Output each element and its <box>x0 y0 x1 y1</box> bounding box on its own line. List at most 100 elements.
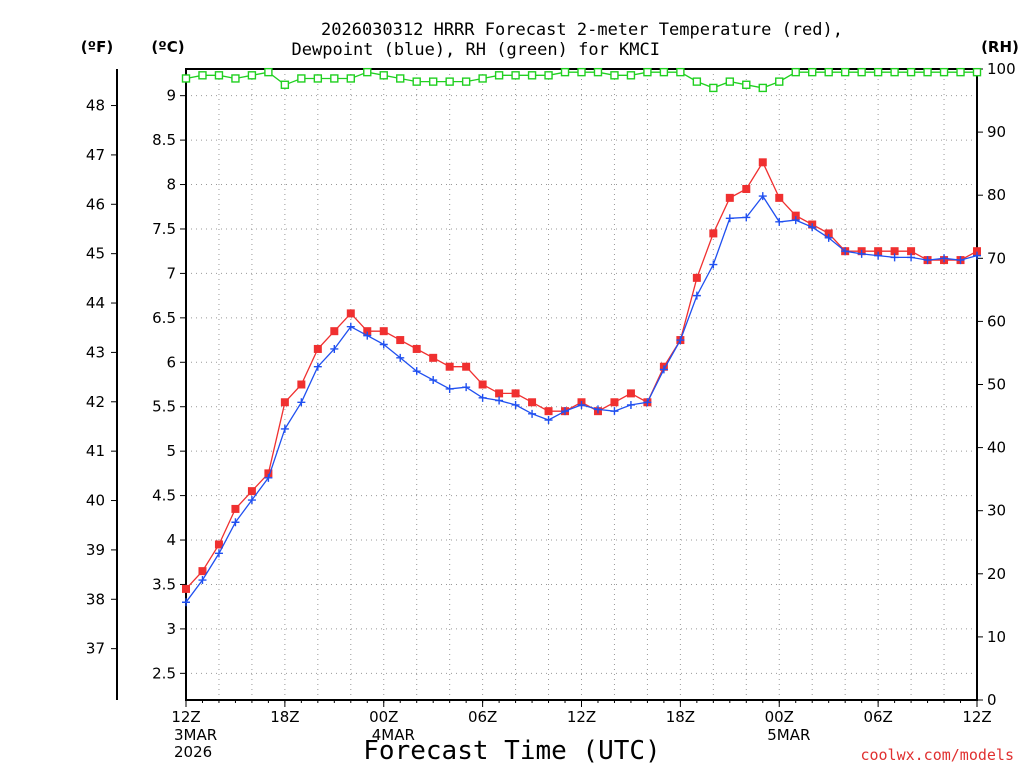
temperature-point <box>709 229 718 238</box>
temperature-point <box>429 353 438 362</box>
temperature-point <box>907 247 916 256</box>
rh-point <box>742 80 751 89</box>
temperature-point <box>874 247 883 256</box>
rh-point <box>313 74 323 83</box>
rh-point <box>214 71 224 80</box>
dewpoint-point <box>808 223 817 232</box>
rh-tick-label: 40 <box>987 439 1006 457</box>
temperature-point <box>445 362 454 371</box>
fahrenheit-axis-unit: (ºF) <box>81 38 113 56</box>
dewpoint-point <box>396 353 405 362</box>
temperature-point <box>264 469 273 478</box>
x-date-label: 5MAR <box>767 726 810 744</box>
temperature-point <box>182 584 190 593</box>
chart-title-line2: Dewpoint (blue), RH (green) for KMCI <box>292 40 660 60</box>
x-tick-label: 12Z <box>567 708 596 726</box>
temperature-point <box>973 247 981 256</box>
rh-tick-label: 70 <box>987 249 1006 267</box>
temperature-point <box>758 158 767 167</box>
rh-point <box>758 83 767 93</box>
dewpoint-point <box>462 383 471 392</box>
fahrenheit-tick-label: 46 <box>86 195 105 213</box>
fahrenheit-tick-label: 43 <box>86 343 105 361</box>
rh-point <box>709 83 718 93</box>
dewpoint-point <box>198 576 207 585</box>
x-date-label: 4MAR <box>372 726 415 744</box>
dewpoint-point <box>561 407 570 416</box>
celsius-tick-label: 3 <box>166 620 176 638</box>
rh-point <box>692 77 702 86</box>
rh-point <box>857 67 866 77</box>
rh-point <box>906 67 916 77</box>
x-date-label: 3MAR <box>174 726 217 744</box>
temperature-point <box>231 504 240 513</box>
rh-point <box>346 74 355 83</box>
dewpoint-point <box>313 362 322 371</box>
temperature-point <box>379 327 388 336</box>
rh-point <box>610 71 619 80</box>
dewpoint-point <box>445 384 454 393</box>
dewpoint-point <box>363 331 372 340</box>
x-tick-label: 12Z <box>962 708 991 726</box>
dewpoint-point <box>528 409 537 418</box>
temperature-point <box>824 229 833 238</box>
temperature-point <box>528 398 537 407</box>
rh-point <box>379 71 388 80</box>
temperature-point <box>495 389 504 398</box>
dewpoint-point <box>923 256 932 265</box>
rh-tick-label: 60 <box>987 312 1006 330</box>
celsius-axis-unit: (ºC) <box>151 38 184 56</box>
fahrenheit-tick-label: 41 <box>86 442 105 460</box>
temperature-point <box>214 540 223 549</box>
dewpoint-point <box>412 367 421 376</box>
rh-point <box>494 71 504 80</box>
rh-point <box>231 74 240 83</box>
temperature-point <box>462 362 471 371</box>
temperature-point <box>478 380 487 389</box>
temperature-point <box>692 273 701 282</box>
rh-point <box>396 74 405 83</box>
x-tick-label: 06Z <box>863 708 892 726</box>
rh-point <box>412 77 421 86</box>
rh-tick-label: 30 <box>987 502 1006 520</box>
rh-tick-label: 0 <box>987 691 997 709</box>
dewpoint-point <box>643 398 652 407</box>
dewpoint-point <box>626 400 635 409</box>
dewpoint-point <box>297 398 306 407</box>
rh-point <box>890 67 899 77</box>
dewpoint-point <box>742 213 751 222</box>
temperature-point <box>297 380 306 389</box>
rh-point <box>428 77 438 86</box>
fahrenheit-tick-label: 47 <box>86 146 105 164</box>
dewpoint-point <box>379 340 388 349</box>
rh-point <box>725 77 735 86</box>
dewpoint-point <box>593 405 602 414</box>
dewpoint-point <box>692 291 701 300</box>
temperature-point <box>280 398 289 407</box>
x-tick-label: 00Z <box>765 708 794 726</box>
dewpoint-point <box>857 249 866 258</box>
rh-point <box>824 67 833 77</box>
dewpoint-point <box>758 192 767 201</box>
dewpoint-point <box>709 260 718 269</box>
credit-text: coolwx.com/models <box>860 746 1014 764</box>
celsius-tick-label: 7 <box>166 264 176 282</box>
celsius-tick-label: 5.5 <box>152 398 176 416</box>
celsius-tick-label: 8.5 <box>152 131 176 149</box>
dewpoint-point <box>264 473 273 482</box>
x-axis-title: Forecast Time (UTC) <box>363 736 660 766</box>
rh-point <box>775 77 784 86</box>
temperature-point <box>330 327 339 336</box>
temperature-point <box>412 344 421 353</box>
dewpoint-point <box>478 393 487 402</box>
rh-point <box>363 67 372 77</box>
temperature-point <box>725 193 734 202</box>
fahrenheit-tick-label: 44 <box>86 294 105 312</box>
rh-tick-label: 50 <box>987 376 1006 394</box>
rh-point <box>445 77 454 86</box>
rh-tick-label: 80 <box>987 186 1006 204</box>
dewpoint-point <box>214 549 223 558</box>
temperature-point <box>247 487 256 496</box>
celsius-tick-label: 8 <box>166 176 176 194</box>
